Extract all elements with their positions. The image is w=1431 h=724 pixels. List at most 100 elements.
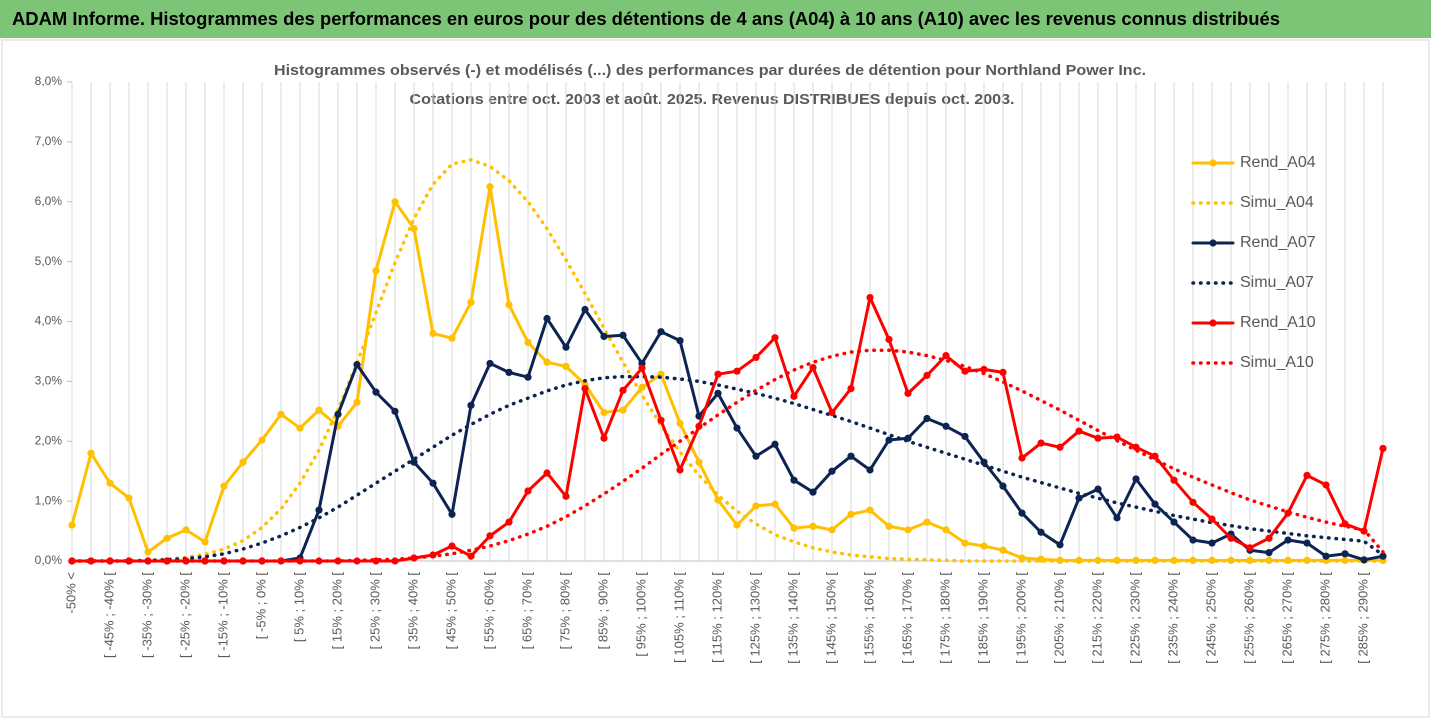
point [125,494,133,502]
x-tick-label: [ 75% ; 80% [ [557,572,572,650]
point [334,557,342,565]
x-tick-label: [ 55% ; 60% [ [481,572,496,650]
point [467,401,475,409]
point [676,419,684,427]
point [1018,454,1026,462]
point [353,398,361,406]
x-tick-label: [ 5% ; 10% [ [291,572,306,642]
point [1037,528,1045,536]
point [619,406,627,414]
point [1379,444,1387,453]
x-tick-label: [ -15% ; -10% [ [215,572,230,658]
x-tick-label: [ 195% ; 200% [ [1013,572,1028,664]
point [391,198,399,206]
point [87,449,95,457]
point [1189,536,1197,544]
point [1075,494,1083,502]
x-tick-label: [ 135% ; 140% [ [785,572,800,664]
point [790,392,798,400]
point [771,500,779,508]
point [999,482,1007,490]
point [771,334,779,342]
y-tick-label: 4,0% [35,314,63,328]
point [619,331,627,339]
point [619,386,627,394]
point [885,522,893,530]
point [904,389,912,397]
point [828,467,836,475]
point [1151,500,1159,508]
x-tick-label: [ 255% ; 260% [ [1241,572,1256,664]
point [676,466,684,474]
chart-border [1,39,1430,718]
x-tick-label: [ 25% ; 30% [ [367,572,382,650]
point [942,352,950,360]
legend-label: Simu_A04 [1240,194,1314,211]
y-tick-label: 6,0% [35,194,63,208]
point [1360,556,1368,564]
x-tick-label: [ 15% ; 20% [ [329,572,344,650]
point [1132,475,1140,483]
point [1284,536,1292,544]
point [486,532,494,540]
point [410,458,418,466]
point [296,424,304,432]
point [372,388,380,396]
point [999,546,1007,554]
x-tick-label: [ 215% ; 220% [ [1089,572,1104,664]
point [486,359,494,368]
point [600,434,608,442]
point [1037,439,1045,447]
point [1322,552,1330,560]
point [942,422,950,430]
legend-label: Rend_A07 [1240,234,1316,251]
x-tick-label: [ 125% ; 130% [ [747,572,762,664]
point [486,183,494,191]
point [733,521,741,529]
chart-title: Histogrammes observés (-) et modélisés (… [274,62,1146,79]
legend-label: Simu_A07 [1240,274,1314,291]
point [923,518,931,526]
point [1170,476,1178,484]
point [1208,539,1216,547]
point [296,557,304,565]
point [1208,515,1216,523]
point [543,314,551,323]
point [790,524,798,532]
point [543,358,551,366]
point [562,492,570,500]
point [106,479,114,487]
point [1341,550,1349,558]
point [961,432,969,441]
x-tick-label: [ 105% ; 110% [ [671,572,686,663]
point [1303,539,1311,547]
x-tick-label: [ -35% ; -30% [ [139,572,154,658]
x-tick-label: [ 45% ; 50% [ [443,572,458,650]
point [923,414,931,423]
legend-marker [1209,239,1217,247]
point [315,406,323,414]
point [87,557,95,565]
x-tick-label: [ 185% ; 190% [ [975,572,990,664]
point [885,436,893,444]
point [752,452,760,460]
point [999,368,1007,376]
y-tick-label: 7,0% [35,134,63,148]
point [638,383,646,391]
point [676,337,684,345]
x-tick-label: [ 245% ; 250% [ [1203,572,1218,664]
point [524,373,532,381]
point [809,364,817,372]
y-tick-label: 0,0% [35,553,63,567]
point [600,408,608,417]
point [258,557,266,565]
point [505,301,513,309]
point [904,526,912,534]
legend-label: Rend_A10 [1240,314,1316,331]
point [714,370,722,378]
point [1018,554,1026,562]
point [1170,518,1178,526]
banner-bg [0,0,1431,38]
point [733,424,741,432]
point [1132,443,1140,451]
